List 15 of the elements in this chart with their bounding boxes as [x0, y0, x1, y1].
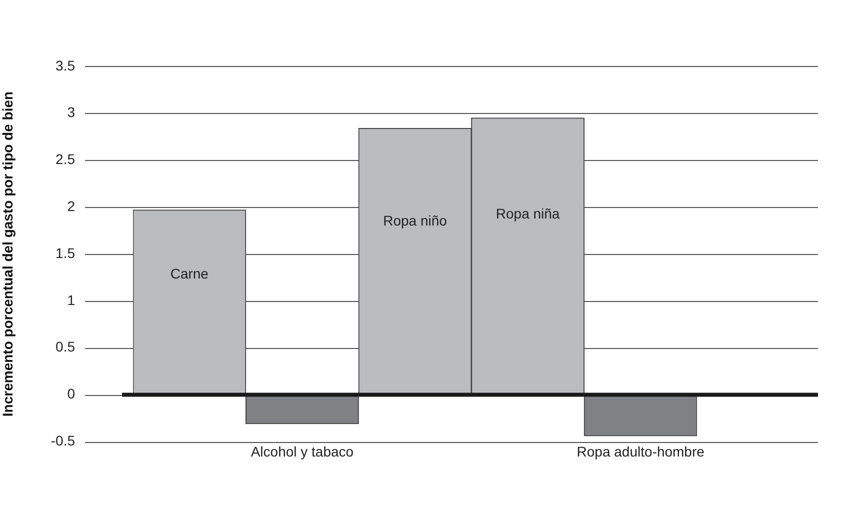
x-tick-label: Ropa niño — [383, 212, 448, 228]
y-tick-label: 1 — [67, 292, 76, 308]
y-tick-label: 3 — [67, 104, 76, 120]
y-tick-label: 2.5 — [56, 151, 76, 168]
y-tick-label: 1.5 — [56, 244, 76, 261]
y-tick-label: 2 — [67, 198, 76, 214]
x-tick-label: Carne — [170, 265, 209, 282]
y-tick-label: -0.5 — [50, 432, 76, 448]
x-tick-label: Alcohol y tabaco — [250, 443, 354, 460]
y-tick-label: 0.5 — [56, 338, 76, 355]
y-tick-label: 0 — [67, 386, 76, 402]
x-tick-label: Ropa adulto-hombre — [576, 443, 705, 460]
y-tick-label: 3.5 — [56, 57, 76, 74]
y-axis-title: Incremento porcentual del gasto por tipo de bien — [0, 91, 16, 417]
x-tick-label: Ropa niña — [496, 206, 560, 222]
